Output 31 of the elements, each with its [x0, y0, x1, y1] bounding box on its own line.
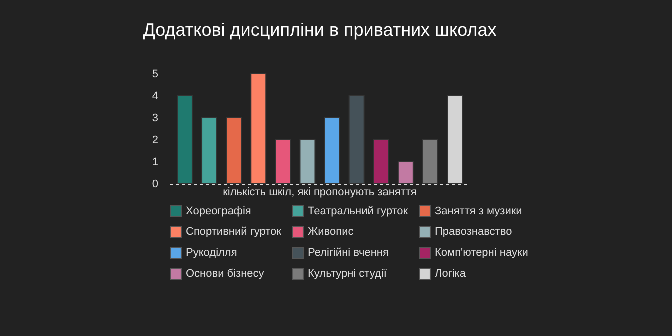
legend-label: Заняття з музики: [435, 205, 522, 218]
bar: [275, 140, 292, 184]
bar: [373, 140, 390, 184]
chart-title: Додаткові дисципліни в приватних школах: [143, 20, 497, 40]
y-tick-label: 0: [152, 178, 158, 190]
bar: [176, 96, 193, 184]
legend-label: Логіка: [435, 268, 467, 280]
bar: [300, 140, 316, 184]
legend-label: Правознавство: [435, 226, 512, 238]
x-tick-label: кількість шкіл, які пропонують заняття: [223, 186, 417, 198]
y-tick-label: 3: [152, 112, 158, 124]
y-tick-label: 5: [152, 68, 158, 80]
bar: [348, 96, 365, 184]
legend-label: Театральний гурток: [308, 205, 408, 218]
bar: [324, 118, 340, 184]
legend-label: Рукоділля: [186, 247, 238, 259]
y-tick-label: 4: [152, 90, 158, 102]
bar: [202, 118, 218, 184]
legend-label: Живопис: [308, 226, 354, 238]
legend-label: Релігійні вчення: [308, 247, 389, 259]
bar: [398, 162, 414, 184]
bar: [422, 140, 438, 184]
y-tick-label: 1: [152, 156, 158, 168]
bar: [226, 118, 242, 184]
legend-label: Хореографія: [186, 205, 252, 218]
legend-label: Спортивний гурток: [186, 226, 282, 238]
y-tick-label: 2: [152, 134, 158, 146]
legend-label: Основи бізнесу: [186, 268, 265, 280]
bar: [250, 74, 267, 184]
legend-label: Культурні студії: [308, 268, 387, 280]
legend-label: Комп'ютерні науки: [435, 247, 528, 259]
